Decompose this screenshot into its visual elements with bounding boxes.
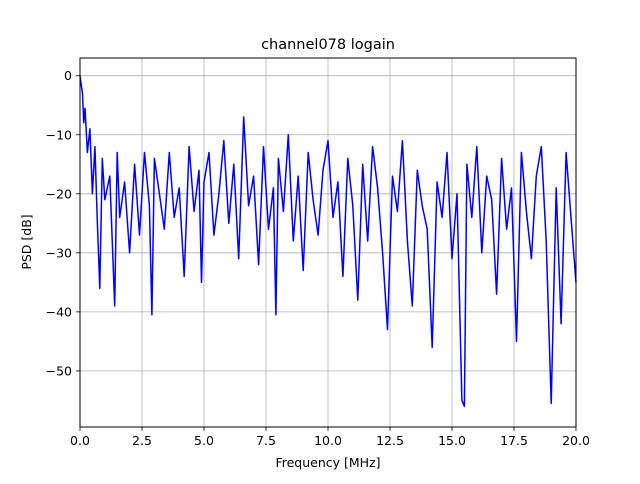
psd-series-line xyxy=(79,75,577,408)
x-axis-ticks: 0.0 2.5 5.0 7.5 10.0 12.5 15.0 17.5 20.0 xyxy=(70,427,590,448)
y-tick-label: −40 xyxy=(46,304,72,319)
x-tick-label: 5.0 xyxy=(194,433,214,448)
x-tick-label: 7.5 xyxy=(256,433,276,448)
x-tick-label: 20.0 xyxy=(562,433,590,448)
chart-title: channel078 logain xyxy=(261,37,395,53)
y-tick-label: −50 xyxy=(46,363,72,378)
x-axis-label: Frequency [MHz] xyxy=(275,455,380,470)
y-axis-label: PSD [dB] xyxy=(19,214,34,269)
series-lines xyxy=(79,75,577,408)
x-tick-label: 10.0 xyxy=(314,433,342,448)
y-tick-label: −30 xyxy=(46,245,72,260)
y-tick-label: −20 xyxy=(46,186,72,201)
x-tick-label: 0.0 xyxy=(70,433,90,448)
x-tick-label: 15.0 xyxy=(438,433,466,448)
x-tick-label: 17.5 xyxy=(500,433,528,448)
y-tick-label: −10 xyxy=(46,127,72,142)
y-axis-ticks: 0 −10 −20 −30 −40 −50 xyxy=(46,68,80,378)
x-tick-label: 2.5 xyxy=(132,433,152,448)
x-tick-label: 12.5 xyxy=(376,433,404,448)
y-tick-label: 0 xyxy=(64,68,72,83)
